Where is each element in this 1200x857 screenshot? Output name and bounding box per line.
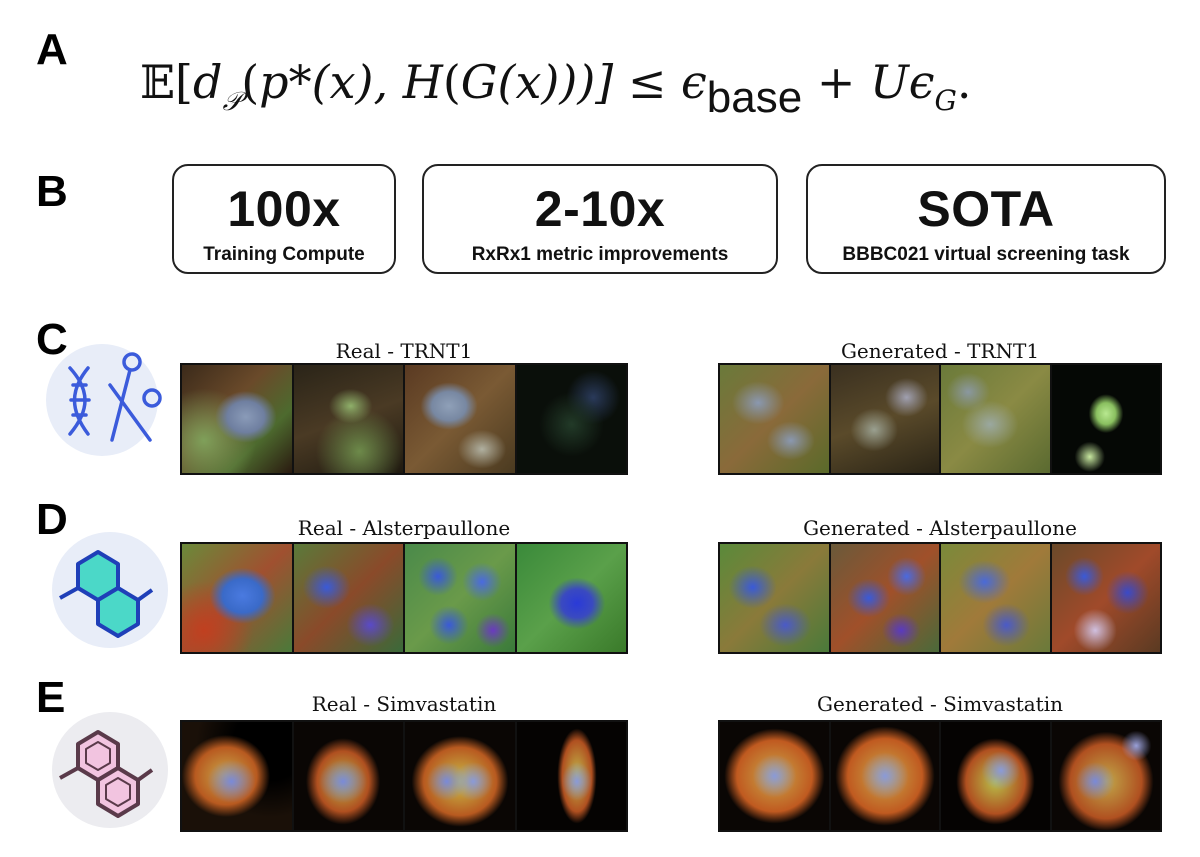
eq-plus: + — [802, 55, 870, 109]
eq-paren: ( — [442, 55, 461, 109]
bound-equation: 𝔼[d𝒫(p*(x), H(G(x)))] ≤ ϵbase + UϵG. — [140, 52, 972, 122]
cell-image — [182, 722, 292, 830]
cell-image — [1049, 365, 1160, 473]
row-title-real-alsterpaullone: Real - Alsterpaullone — [297, 516, 511, 540]
cell-image — [403, 365, 515, 473]
cell-image — [403, 722, 515, 830]
cell-image — [1049, 544, 1160, 652]
row-title-generated-alsterpaullone: Generated - Alsterpaullone — [803, 516, 1077, 540]
eq-H: H — [402, 55, 443, 109]
panel-label-b: B — [36, 167, 68, 216]
eq-open: ( — [241, 55, 260, 109]
crispr-scissors-icon — [46, 344, 162, 456]
cell-image — [828, 365, 939, 473]
molecule-blue-icon — [52, 532, 168, 648]
row-title-generated-simvastatin: Generated - Simvastatin — [817, 692, 1063, 716]
eq-metric-subscript: 𝒫 — [222, 87, 242, 117]
eq-period: . — [956, 55, 972, 109]
cell-image — [939, 365, 1050, 473]
cell-image — [403, 544, 515, 652]
cell-image — [182, 365, 292, 473]
cell-image — [514, 365, 626, 473]
eq-G-subscript: G — [934, 84, 957, 117]
stat-box-compute: 100x Training Compute — [172, 164, 396, 274]
cell-image — [1049, 722, 1160, 830]
generated-alsterpaullone-image-strip — [718, 542, 1162, 654]
stat-value: 100x — [227, 181, 341, 237]
stat-caption: RxRx1 metric improvements — [471, 244, 729, 265]
stat-caption: BBBC021 virtual screening task — [842, 244, 1130, 265]
cell-image — [828, 722, 939, 830]
cell-image — [720, 722, 829, 830]
cell-image — [720, 365, 829, 473]
stat-box-rxrx1: 2-10x RxRx1 metric improvements — [422, 164, 778, 274]
generated-simvastatin-image-strip — [718, 720, 1162, 832]
cell-image — [182, 544, 292, 652]
row-title-generated-trnt1: Generated - TRNT1 — [840, 339, 1040, 363]
row-title-real-trnt1: Real - TRNT1 — [335, 339, 473, 363]
real-trnt1-image-strip — [180, 363, 628, 475]
cell-image — [291, 365, 403, 473]
panel-label-a: A — [36, 25, 68, 74]
eq-x2: (x)))] ≤ — [497, 55, 682, 109]
eq-U-eps: Uϵ — [870, 55, 935, 109]
eq-d: d — [193, 55, 223, 109]
stat-box-bbbc021: SOTA BBBC021 virtual screening task — [806, 164, 1166, 274]
row-title-real-simvastatin: Real - Simvastatin — [311, 692, 497, 716]
stat-value: SOTA — [917, 181, 1055, 237]
expectation-symbol: 𝔼[ — [140, 55, 194, 109]
panel-label-d: D — [36, 495, 68, 544]
cell-image — [514, 722, 626, 830]
eq-x1: (x), — [311, 55, 403, 109]
molecule-pink-icon — [52, 712, 168, 828]
eq-G: G — [460, 55, 498, 109]
cell-image — [939, 722, 1050, 830]
cell-image — [291, 722, 403, 830]
cell-image — [939, 544, 1050, 652]
eq-epsilon: ϵ — [681, 55, 707, 109]
panel-label-c: C — [36, 315, 68, 364]
eq-pstar: p* — [259, 55, 312, 109]
cell-image — [828, 544, 939, 652]
stat-caption: Training Compute — [203, 244, 365, 265]
cell-image — [720, 544, 829, 652]
real-alsterpaullone-image-strip — [180, 542, 628, 654]
real-simvastatin-image-strip — [180, 720, 628, 832]
cell-image — [514, 544, 626, 652]
eq-base-subscript: base — [706, 73, 803, 122]
panel-label-e: E — [36, 673, 66, 722]
stat-value: 2-10x — [534, 181, 666, 237]
generated-trnt1-image-strip — [718, 363, 1162, 475]
cell-image — [291, 544, 403, 652]
